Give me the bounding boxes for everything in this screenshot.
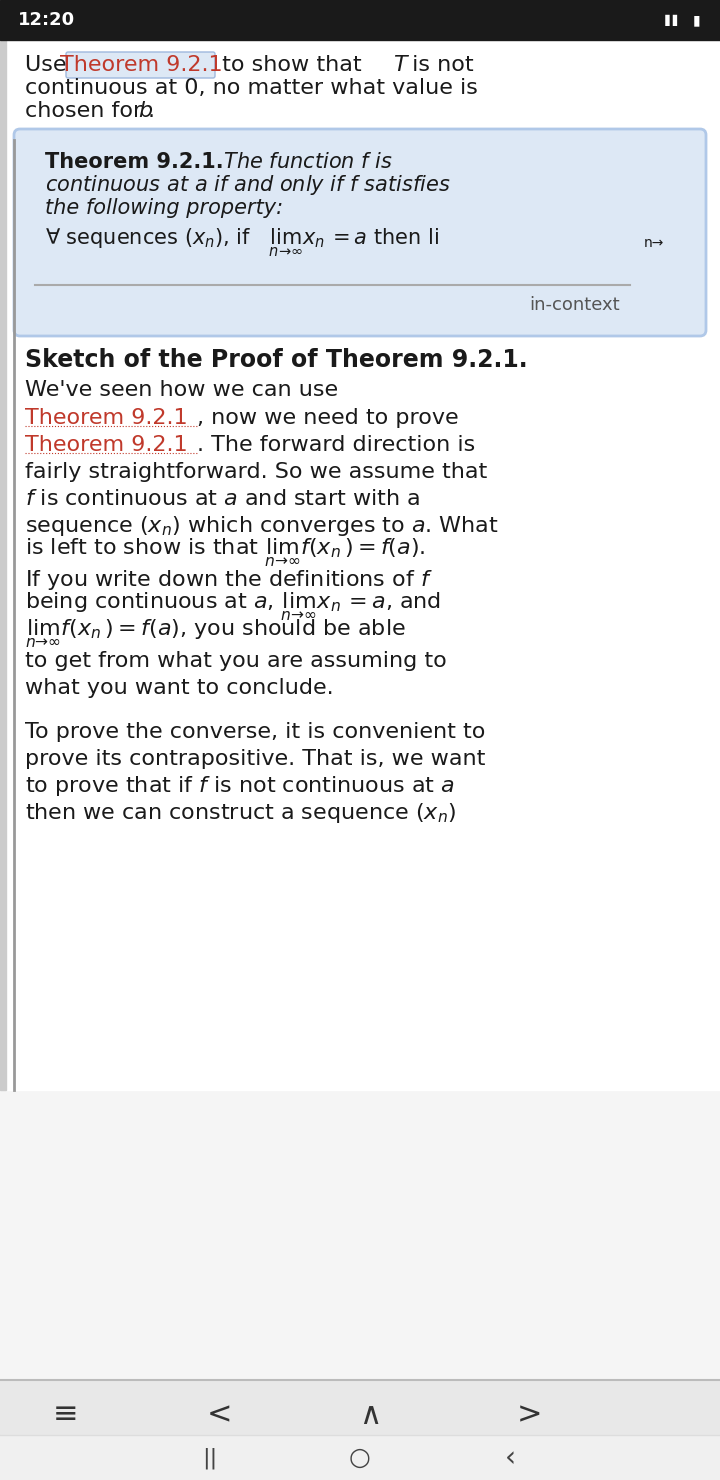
- Text: to show that: to show that: [215, 55, 369, 75]
- Text: The function $f$ is: The function $f$ is: [210, 152, 393, 172]
- Text: continuous at $a$ if and only if $f$ satisfies: continuous at $a$ if and only if $f$ sat…: [45, 173, 451, 197]
- Text: $\lim_{n\to\infty} f(x_n) = f(a)$, you should be able: $\lim_{n\to\infty} f(x_n) = f(a)$, you s…: [25, 617, 405, 650]
- Text: Use: Use: [25, 55, 73, 75]
- Text: >: >: [517, 1400, 543, 1430]
- Text: ||: ||: [202, 1447, 217, 1468]
- Text: then we can construct a sequence $(x_n)$: then we can construct a sequence $(x_n)$: [25, 801, 456, 824]
- Text: <: <: [207, 1400, 233, 1430]
- Text: the following property:: the following property:: [45, 198, 283, 218]
- FancyBboxPatch shape: [14, 129, 706, 336]
- Bar: [0, 1436, 720, 1480]
- Text: ○: ○: [349, 1446, 371, 1470]
- Text: To prove the converse, it is convenient to: To prove the converse, it is convenient …: [25, 722, 485, 741]
- Text: is left to show is that $\lim_{n\to\infty} f(x_n) = f(a)$.: is left to show is that $\lim_{n\to\inft…: [25, 537, 426, 570]
- Text: Theorem 9.2.1: Theorem 9.2.1: [25, 408, 188, 428]
- Text: We've seen how we can use: We've seen how we can use: [25, 380, 338, 400]
- Text: in-context: in-context: [529, 296, 620, 314]
- Bar: [0, 40, 6, 1089]
- Text: . The forward direction is: . The forward direction is: [197, 435, 475, 454]
- Text: $\forall$ sequences $(x_n)$, if   $\lim_{n\to\infty} x_n = a$ then li: $\forall$ sequences $(x_n)$, if $\lim_{n…: [45, 226, 439, 259]
- Text: $f$ is continuous at $a$ and start with a: $f$ is continuous at $a$ and start with …: [25, 488, 420, 509]
- Text: $T$: $T$: [393, 55, 410, 75]
- Text: prove its contrapositive. That is, we want: prove its contrapositive. That is, we wa…: [25, 749, 485, 770]
- Text: .: .: [148, 101, 155, 121]
- Bar: [0, 0, 720, 40]
- Text: to prove that if $f$ is not continuous at $a$: to prove that if $f$ is not continuous a…: [25, 774, 455, 798]
- Text: ∧: ∧: [359, 1400, 381, 1430]
- Text: n→: n→: [644, 235, 665, 250]
- Text: to get from what you are assuming to: to get from what you are assuming to: [25, 651, 446, 670]
- Bar: [6, 40, 720, 1089]
- Text: ▮: ▮: [693, 13, 700, 27]
- Text: Theorem 9.2.1: Theorem 9.2.1: [60, 55, 222, 75]
- Text: Sketch of the Proof of Theorem 9.2.1.: Sketch of the Proof of Theorem 9.2.1.: [25, 348, 528, 371]
- Text: chosen for: chosen for: [25, 101, 149, 121]
- Text: $b$: $b$: [138, 101, 153, 121]
- Text: continuous at 0, no matter what value is: continuous at 0, no matter what value is: [25, 78, 478, 98]
- Text: sequence $(x_n)$ which converges to $a$. What: sequence $(x_n)$ which converges to $a$.…: [25, 514, 499, 539]
- Text: ‹: ‹: [505, 1444, 516, 1473]
- Text: ≡: ≡: [53, 1400, 78, 1430]
- Text: If you write down the definitions of $f$: If you write down the definitions of $f$: [25, 568, 433, 592]
- FancyBboxPatch shape: [66, 52, 215, 78]
- Text: what you want to conclude.: what you want to conclude.: [25, 678, 333, 699]
- Text: , now we need to prove: , now we need to prove: [197, 408, 459, 428]
- Text: Theorem 9.2.1: Theorem 9.2.1: [25, 435, 188, 454]
- Text: being continuous at $a$, $\lim_{n\to\infty} x_n = a$, and: being continuous at $a$, $\lim_{n\to\inf…: [25, 591, 441, 623]
- Text: is not: is not: [405, 55, 474, 75]
- Text: ▐▐: ▐▐: [661, 15, 678, 25]
- Text: fairly straightforward. So we assume that: fairly straightforward. So we assume tha…: [25, 462, 487, 482]
- Text: 12:20: 12:20: [18, 10, 75, 30]
- Bar: [0, 1379, 720, 1480]
- Text: Theorem 9.2.1.: Theorem 9.2.1.: [45, 152, 224, 172]
